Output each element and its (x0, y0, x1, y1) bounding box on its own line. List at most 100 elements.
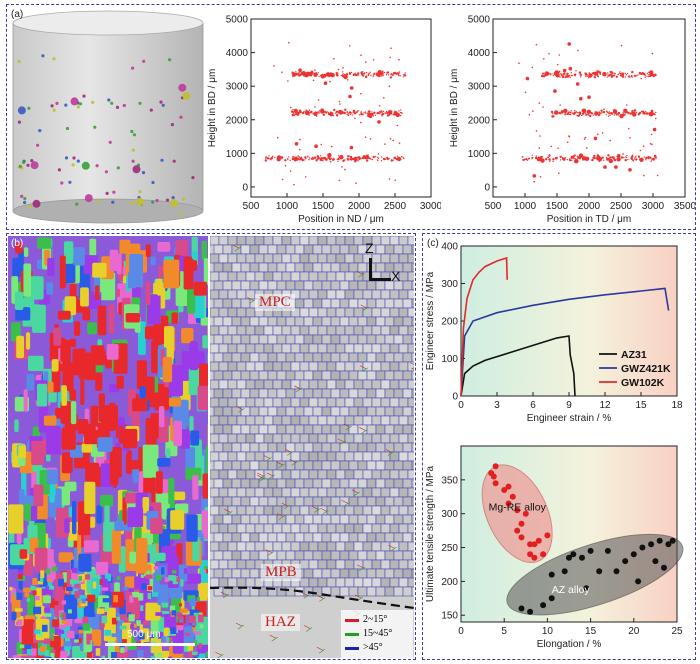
grain-cell (236, 469, 247, 480)
low-angle-boundary (337, 438, 344, 443)
grain-cell (245, 523, 256, 534)
grain-cell (375, 316, 386, 327)
grain-cell (290, 325, 301, 336)
grain-cell (213, 406, 224, 417)
grain-cell (339, 586, 350, 597)
grain-cell (380, 307, 391, 318)
grain-cell (411, 424, 414, 435)
grain-cell (375, 388, 386, 399)
grain (171, 312, 178, 324)
grain-cell (389, 487, 400, 498)
grain-cell (285, 478, 296, 489)
scatter-point (574, 75, 576, 77)
grain (82, 623, 91, 631)
grain (82, 616, 89, 624)
scatter-point (579, 96, 583, 101)
scatter-point (322, 156, 325, 159)
scatter-point (619, 74, 622, 77)
grain-cell (236, 236, 247, 246)
scatter-point (645, 111, 647, 113)
scatter-point (388, 85, 391, 87)
scatter-point (627, 158, 629, 161)
scatter-point (271, 155, 274, 158)
grain-cell (393, 550, 404, 561)
grain-cell (344, 577, 355, 588)
mid-angle-boundary (303, 594, 310, 599)
mg-re-point (540, 551, 547, 558)
scatter-point (289, 159, 291, 162)
grain (163, 259, 180, 289)
particle (70, 97, 79, 106)
particle (161, 103, 165, 107)
grain-cell (249, 568, 260, 579)
particle (182, 197, 186, 201)
grain (97, 437, 113, 452)
grain-cell (290, 361, 301, 372)
grain-cell (218, 253, 229, 264)
grain-cell (339, 406, 350, 417)
grain-cell (236, 271, 247, 282)
scatter-point (346, 113, 348, 116)
scatter-point (586, 147, 588, 149)
scatter-point (629, 137, 631, 139)
grain (194, 631, 201, 635)
grain-cell (371, 523, 382, 534)
grain (31, 648, 37, 656)
grain (69, 579, 76, 585)
scatter-point (340, 156, 343, 158)
grain (125, 313, 140, 323)
grain (47, 257, 55, 276)
grain-cell (272, 451, 283, 462)
scatter-point (633, 111, 636, 113)
scatter-point (339, 103, 341, 105)
scatter-point (378, 73, 381, 76)
grain (18, 569, 23, 576)
grain (155, 612, 163, 616)
scatter-point (548, 158, 551, 161)
grain-cell (272, 433, 283, 444)
grain-cell (249, 316, 260, 327)
grain-cell (339, 388, 350, 399)
grain-cell (218, 271, 229, 282)
particle (131, 66, 135, 70)
scatter-point (308, 114, 310, 117)
scatter-point (609, 114, 611, 116)
scatter-point (385, 157, 388, 159)
grain-cell (335, 415, 346, 426)
scatter-point (632, 112, 637, 117)
scatter-point (558, 54, 560, 56)
grain-cell (375, 496, 386, 507)
scatter-point (361, 113, 363, 116)
y-tick-label: 350 (441, 475, 458, 486)
scatter-point (328, 113, 330, 115)
mid-angle-boundary (283, 504, 291, 510)
mid-angle-boundary (291, 461, 298, 466)
grain-cell (249, 388, 260, 399)
grain-cell (317, 289, 328, 300)
grain-cell (353, 343, 364, 354)
scatter-point (297, 155, 299, 157)
grain-cell (402, 298, 413, 309)
scatter-point (545, 71, 547, 73)
grain (139, 624, 143, 632)
grain-cell (312, 262, 323, 273)
grain (69, 338, 77, 348)
scatter-point (398, 142, 401, 144)
az-point (665, 541, 672, 548)
scatter-point (617, 154, 621, 158)
mg-re-point (509, 493, 516, 500)
particle (78, 102, 83, 106)
scatter-point (591, 158, 594, 162)
grain (81, 598, 86, 604)
grain-cell (317, 469, 328, 480)
grain-cell (384, 334, 395, 345)
scatter-point (384, 143, 386, 145)
grain-cell (321, 388, 332, 399)
grain-cell (348, 460, 359, 471)
grain-cell (339, 442, 350, 453)
grain-cell (411, 442, 414, 453)
scatter-point (540, 158, 544, 161)
grain-cell (294, 550, 305, 561)
grain-cell (402, 496, 413, 507)
